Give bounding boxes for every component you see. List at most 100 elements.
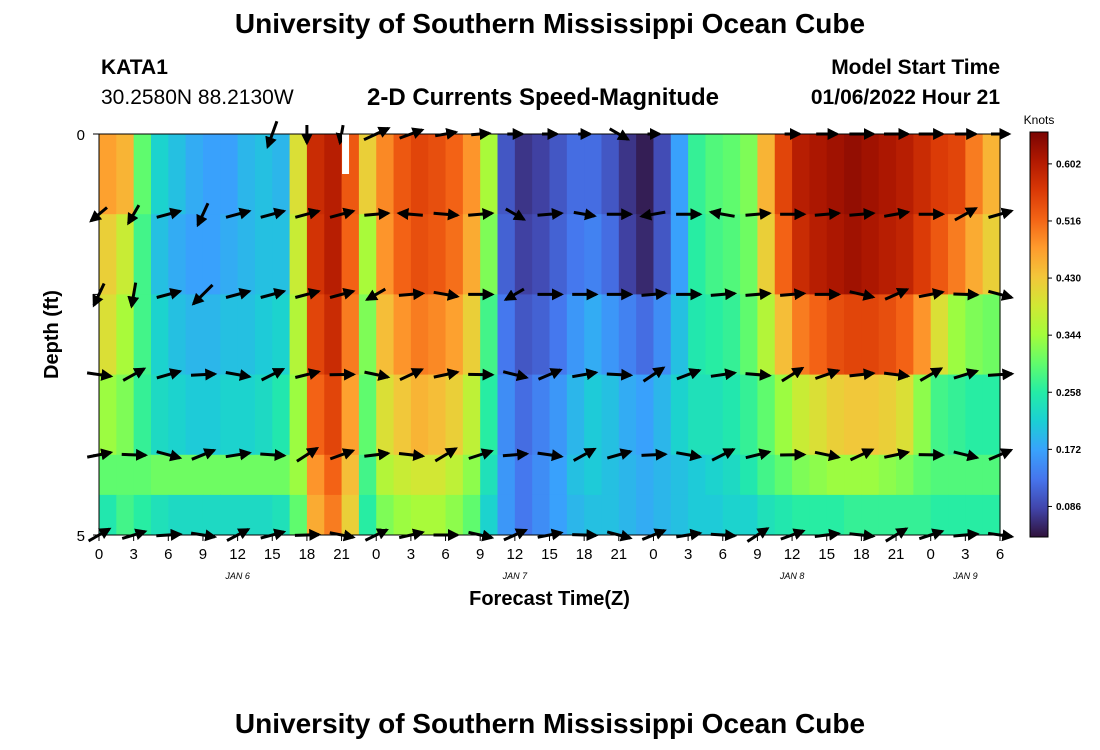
heat-cell (757, 134, 776, 215)
heat-cell (462, 494, 481, 536)
current-vector (505, 207, 526, 221)
heat-cell (584, 494, 603, 536)
heat-cell (705, 374, 724, 456)
current-vector (433, 368, 460, 380)
x-tick-label: 12 (229, 546, 246, 563)
heat-cell (220, 214, 239, 295)
current-vector (122, 367, 147, 382)
heat-cell (341, 454, 360, 496)
heat-cell (757, 494, 776, 536)
current-vector (606, 368, 634, 381)
heat-cell (532, 374, 551, 456)
heat-cell (584, 214, 603, 295)
heat-cell (566, 294, 585, 375)
heat-cell (393, 214, 412, 295)
current-vector (779, 288, 807, 301)
heat-cell (254, 374, 273, 456)
heat-cell (774, 494, 793, 536)
colorbar-tick-label: 0.516 (1056, 216, 1081, 227)
current-vector (781, 366, 805, 383)
heat-cell (566, 374, 585, 456)
heat-cell (636, 454, 655, 496)
heat-cell (497, 134, 516, 215)
heat-cell (861, 494, 880, 536)
heat-cell (792, 294, 811, 375)
heat-cell (532, 454, 551, 496)
heat-cell (705, 214, 724, 295)
heat-cell (462, 294, 481, 375)
current-vector (745, 368, 772, 381)
heat-cell (202, 374, 221, 456)
heat-cell (116, 374, 135, 456)
heat-cell (722, 134, 741, 215)
heat-cell (272, 494, 291, 536)
current-vector (639, 208, 666, 221)
heat-cell (774, 294, 793, 375)
heat-cell (618, 374, 637, 456)
current-vector (953, 288, 980, 301)
x-tick-label: 12 (507, 546, 524, 563)
heat-cell (566, 214, 585, 295)
x-tick-label: 9 (476, 546, 484, 563)
heat-cell (705, 294, 724, 375)
heat-cell (913, 374, 932, 456)
heat-cell (185, 454, 204, 496)
heat-cell (982, 494, 1001, 536)
heat-cell (237, 134, 256, 215)
heat-cell (740, 374, 759, 456)
x-tick-label: 15 (541, 546, 558, 563)
heat-cell (514, 294, 533, 375)
heat-cell (826, 134, 845, 215)
current-vector (156, 449, 183, 462)
heat-cell (601, 374, 620, 456)
heat-cell (844, 494, 862, 536)
heat-cell (965, 134, 984, 215)
heat-cell (497, 454, 516, 496)
heat-cell (584, 454, 603, 496)
heat-cell (809, 374, 828, 456)
heat-cell (358, 134, 377, 215)
heat-cell (237, 494, 256, 536)
current-vector (919, 367, 944, 382)
heat-cell (358, 294, 377, 375)
heat-cell (168, 214, 187, 295)
current-vector (434, 447, 458, 463)
heat-cell (601, 294, 620, 375)
heat-cell (809, 454, 828, 496)
heat-cell (428, 454, 447, 496)
heat-cell (844, 294, 862, 375)
heat-cell (826, 214, 845, 295)
heat-cell (584, 374, 603, 456)
current-vector (883, 207, 911, 220)
heat-cell (445, 454, 464, 496)
current-vector (537, 449, 564, 462)
heat-cell (220, 454, 239, 496)
heat-cell (896, 294, 914, 375)
current-vector (365, 287, 387, 301)
heat-cell (601, 494, 620, 536)
x-tick-label: 6 (719, 546, 727, 563)
heat-cell (393, 454, 412, 496)
x-tick-label: 12 (784, 546, 801, 563)
heat-cell (878, 294, 897, 375)
current-vector (294, 368, 321, 380)
heat-cell (272, 134, 291, 215)
heat-cell (324, 294, 343, 375)
x-tick-label: 15 (264, 546, 281, 563)
heat-cell (965, 214, 984, 295)
heat-cell (930, 134, 949, 215)
heat-cell (792, 134, 811, 215)
heat-cell (341, 214, 360, 295)
heat-cell (514, 494, 533, 536)
heat-cell (220, 294, 239, 375)
current-vector (642, 366, 666, 383)
heat-cell (220, 374, 239, 456)
heat-cell (636, 134, 655, 215)
heat-cell (688, 454, 707, 496)
heat-cell (393, 134, 412, 215)
heat-cell (254, 134, 273, 215)
heat-cell (428, 214, 447, 295)
current-vector (710, 368, 738, 381)
heat-cell (237, 454, 256, 496)
heat-cell (202, 494, 221, 536)
